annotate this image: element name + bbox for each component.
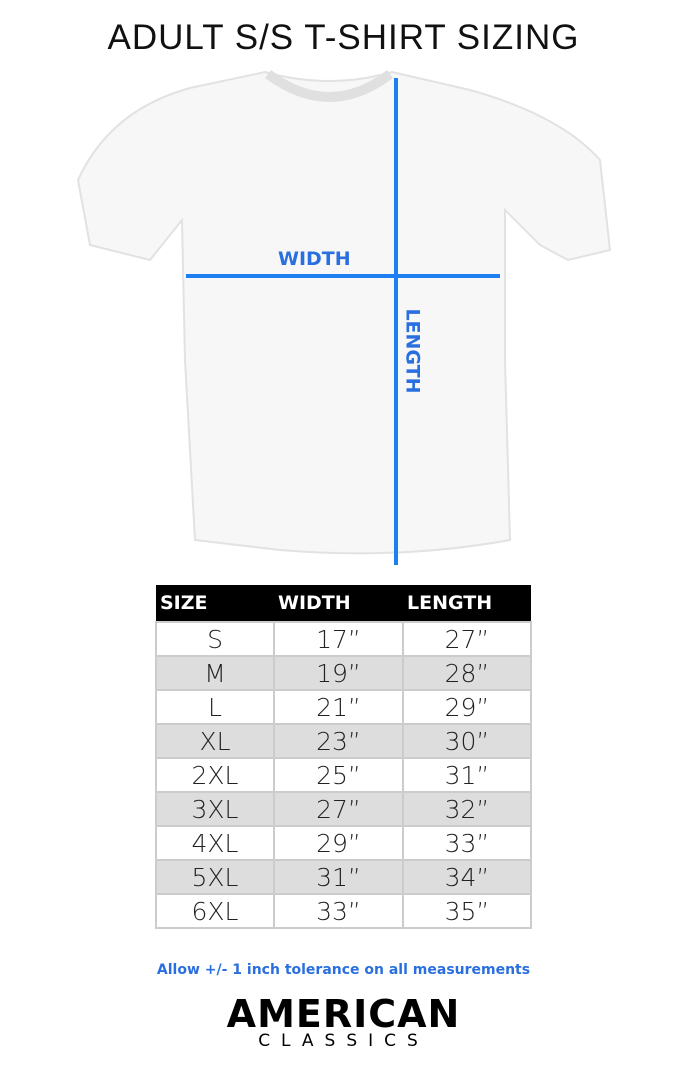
- table-row: M 19” 28”: [155, 655, 532, 691]
- size-cell: XL: [155, 723, 275, 759]
- table-row: L 21” 29”: [155, 689, 532, 725]
- table-row: 5XL 31” 34”: [155, 859, 532, 895]
- size-cell: S: [155, 621, 275, 657]
- size-cell: 2XL: [155, 757, 275, 793]
- width-cell: 19”: [273, 655, 404, 691]
- width-cell: 25”: [273, 757, 404, 793]
- size-cell: 3XL: [155, 791, 275, 827]
- length-cell: 32”: [402, 791, 532, 827]
- tshirt-image: [76, 69, 612, 565]
- width-cell: 31”: [273, 859, 404, 895]
- length-cell: 28”: [402, 655, 532, 691]
- length-cell: 29”: [402, 689, 532, 725]
- size-table: SIZE WIDTH LENGTH S 17” 27” M 19” 28” L 21” 29” X…: [155, 585, 532, 929]
- width-cell: 17”: [273, 621, 404, 657]
- width-cell: 29”: [273, 825, 404, 861]
- table-row: 3XL 27” 32”: [155, 791, 532, 827]
- logo: AMERICAN: [226, 992, 461, 1036]
- header-width: WIDTH: [274, 585, 403, 622]
- width-cell: 27”: [273, 791, 404, 827]
- table-row: 4XL 29” 33”: [155, 825, 532, 861]
- length-cell: 30”: [402, 723, 532, 759]
- length-cell: 27”: [402, 621, 532, 657]
- logo-subtitle: CLASSICS: [258, 1031, 429, 1051]
- length-cell: 33”: [402, 825, 532, 861]
- length-label: LENGTH: [401, 308, 424, 394]
- table-row: 2XL 25” 31”: [155, 757, 532, 793]
- size-cell: 6XL: [155, 893, 275, 929]
- size-cell: 4XL: [155, 825, 275, 861]
- size-cell: L: [155, 689, 275, 725]
- length-cell: 34”: [402, 859, 532, 895]
- header-length: LENGTH: [403, 585, 531, 622]
- width-cell: 33”: [273, 893, 404, 929]
- page-title: ADULT S/S T-SHIRT SIZING: [107, 18, 580, 57]
- table-row: S 17” 27”: [155, 621, 532, 657]
- size-cell: M: [155, 655, 275, 691]
- header-size: SIZE: [156, 585, 274, 622]
- width-cell: 21”: [273, 689, 404, 725]
- size-cell: 5XL: [155, 859, 275, 895]
- length-cell: 35”: [402, 893, 532, 929]
- width-label: WIDTH: [278, 248, 351, 270]
- table-row: 6XL 33” 35”: [155, 893, 532, 929]
- width-cell: 23”: [273, 723, 404, 759]
- table-row: XL 23” 30”: [155, 723, 532, 759]
- length-cell: 31”: [402, 757, 532, 793]
- tolerance-note: Allow +/- 1 inch tolerance on all measur…: [156, 962, 531, 978]
